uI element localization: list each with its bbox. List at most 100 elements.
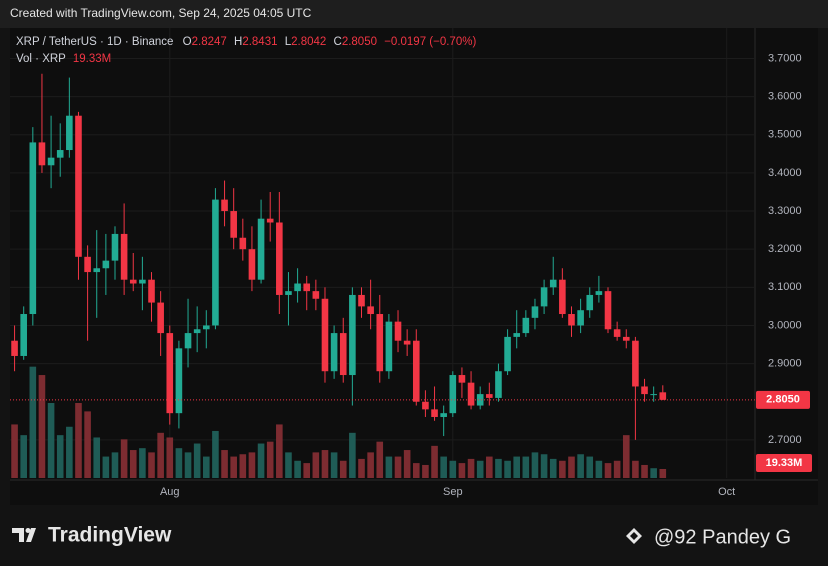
volume-bar [622,435,630,478]
candle-body [412,340,420,402]
watermark-group: @92 Pandey G [626,526,791,548]
volume-bar [422,464,429,478]
candle-body [358,294,365,307]
volume-bar [440,456,447,478]
volume-bar [641,464,648,478]
volume-bar [613,460,621,478]
volume-bar [568,456,575,478]
candle-body [139,279,146,284]
candle-body [11,340,18,356]
y-tick-label: 3.3000 [768,205,802,217]
x-tick-label: Sep [443,486,463,498]
candle-body [184,333,192,349]
volume-bar [20,435,27,478]
candle-body [540,287,548,307]
banner-bar [0,0,828,28]
volume-bar [303,463,311,478]
marks [10,28,755,478]
y-tick-label: 2.7000 [768,434,802,446]
volume-bar [294,460,301,478]
volume-bar [47,403,55,478]
volume-bar [349,432,356,478]
watermark-icon [626,528,642,544]
volume-bar [184,452,192,478]
candle-body [431,409,438,417]
volume-bar [522,456,530,478]
volume-bar [38,375,46,478]
x-tick-label: Aug [160,486,180,498]
candle-body [641,386,648,395]
logo: TradingView [12,524,172,547]
volume-box [756,453,812,472]
y-tick-label: 3.0000 [768,319,802,331]
volume-bar [595,460,603,478]
volume-bar [504,460,511,478]
candle-body [422,401,429,410]
volume-bar [659,468,667,478]
candle-body [230,211,237,238]
volume-bar [495,458,502,478]
volume-bar [403,450,411,478]
volume-bar [266,441,274,478]
candle-body [330,333,338,372]
volume-bar [312,452,320,478]
candle-body [266,218,274,223]
brand: TradingView [48,524,172,547]
candle-body [285,291,292,295]
volume-bar [84,411,91,478]
volume-bar [321,450,329,478]
ohlc-name: O [183,36,192,48]
candle-body [93,268,101,273]
candle-body [148,279,155,303]
volume-bar [394,456,402,478]
volume-legend: Vol · XRP 19.33M [16,53,111,65]
volume-bar [577,454,584,478]
y-tick-label: 2.9000 [768,357,802,369]
candle-body [202,325,210,330]
volume-bar [330,452,338,478]
volume-bar [120,439,128,478]
volume-bar [212,430,219,478]
y-tick-label: 3.7000 [768,52,802,64]
candle-body [84,256,91,273]
volume-bar [11,424,18,478]
volume-bar [66,426,73,478]
volume-bar [458,463,466,478]
volume-axis-label: 19.33M [766,457,803,469]
y-tick-label: 3.2000 [768,243,802,255]
candle-body [38,142,46,166]
candle-body [595,291,603,295]
candle-body [248,249,256,280]
volume-bar [412,463,420,478]
candle-body [586,294,594,311]
candle-body [303,283,311,292]
candle-body [403,340,411,345]
candle-body [294,283,301,292]
volume-value: 19.33M [73,53,111,65]
volume-bar [367,452,374,478]
volume-bar [193,443,201,478]
volume-bar [75,403,82,478]
price-label: 2.8050 [766,394,800,406]
candle-body [476,394,484,406]
ohlc-value: 2.8247 [192,36,227,48]
candle-body [650,394,657,396]
candle-body [504,336,511,372]
y-tick-label: 3.6000 [768,91,802,103]
volume-bar [276,424,283,478]
candle-body [568,314,575,326]
volume-bar [157,432,164,478]
candle-body [29,142,37,315]
volume-bar [111,452,119,478]
volume-bar [56,435,64,478]
legend: XRP / TetherUS · 1D · Binance O2.8247 H2… [16,36,476,48]
candle-body [221,199,228,212]
volume-bar [604,463,612,478]
candle-body [604,291,612,330]
volume-bar [540,454,548,478]
candle-body [513,333,521,337]
symbol: XRP / TetherUS · 1D · Binance [16,36,173,48]
candle-body [367,306,374,315]
candle-body [239,237,247,250]
